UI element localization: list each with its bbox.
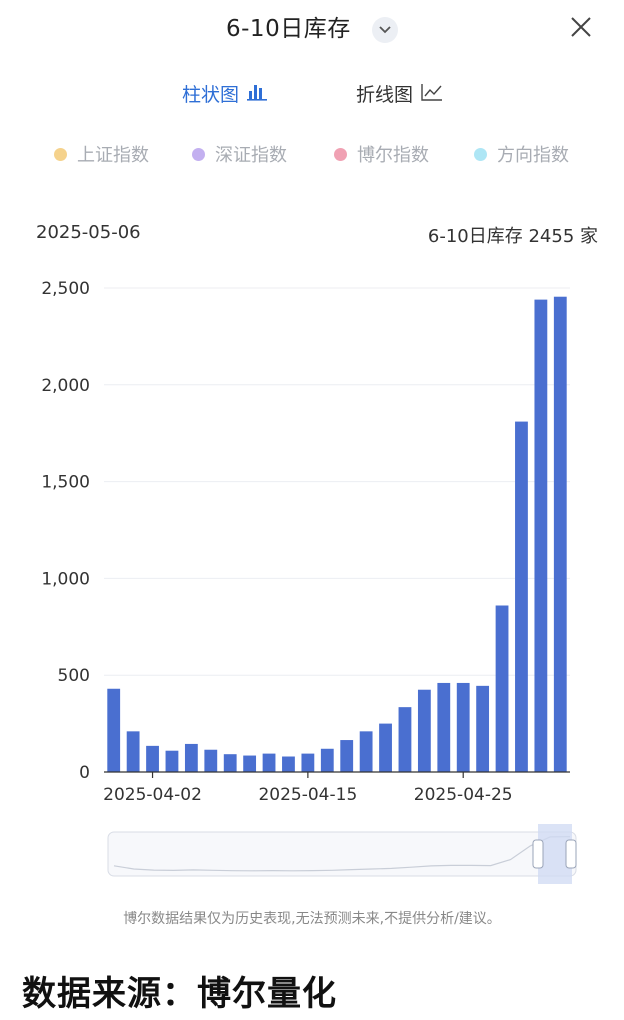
tab-line-chart[interactable]: 折线图 xyxy=(356,80,443,110)
y-tick-label: 2,000 xyxy=(41,376,90,396)
bar xyxy=(359,731,373,772)
bar xyxy=(476,685,490,772)
legend-item[interactable]: 方向指数 xyxy=(474,140,569,168)
bar-chart: 0 500 1,000 1,500 2,000 2,500 2025-04-02 2025-0… xyxy=(41,279,577,884)
legend-dot xyxy=(334,147,347,161)
bar-chart-icon xyxy=(247,80,268,110)
legend-dot xyxy=(192,147,205,161)
bar xyxy=(320,748,334,772)
legend-label: 深证指数 xyxy=(215,145,287,166)
bar xyxy=(184,743,198,772)
legend-dot xyxy=(54,147,67,161)
bar xyxy=(456,682,470,772)
bar xyxy=(204,749,218,772)
bar xyxy=(417,689,431,772)
bar xyxy=(515,421,528,772)
bar xyxy=(243,755,257,772)
bar xyxy=(534,299,548,772)
x-tick-label: 2025-04-15 xyxy=(258,785,357,805)
legend-dot xyxy=(474,147,487,161)
zoom-handle-right[interactable] xyxy=(565,839,577,869)
bar xyxy=(146,745,159,772)
x-tick-label: 2025-04-02 xyxy=(103,785,202,805)
page-title: 6-10日库存 xyxy=(226,16,351,42)
legend-item[interactable]: 深证指数 xyxy=(192,140,287,168)
chart-panel: 6-10日库存 柱状图 折线图 上证指数 xyxy=(0,12,624,927)
tab-bar-chart[interactable]: 柱状图 xyxy=(182,80,268,110)
chevron-down-icon[interactable] xyxy=(372,17,398,43)
bar xyxy=(553,296,567,772)
bar xyxy=(379,723,392,772)
bar xyxy=(107,688,121,772)
bar xyxy=(282,756,295,772)
data-source: 数据来源：博尔量化 xyxy=(22,974,337,1014)
bar xyxy=(165,750,179,772)
close-icon[interactable] xyxy=(566,12,596,42)
y-tick-label: 0 xyxy=(79,763,90,783)
legend-label: 方向指数 xyxy=(497,145,569,166)
legend-label: 上证指数 xyxy=(77,145,149,166)
bar xyxy=(126,731,140,772)
x-tick-label: 2025-04-25 xyxy=(414,785,513,805)
bar xyxy=(223,754,237,772)
bar xyxy=(437,682,451,772)
bar xyxy=(398,707,412,772)
bar xyxy=(340,740,354,772)
line-chart-icon xyxy=(421,80,443,110)
y-tick-label: 1,500 xyxy=(41,473,90,493)
y-tick-label: 1,000 xyxy=(41,569,90,589)
disclaimer: 博尔数据结果仅为历史表现,无法预测未来,不提供分析/建议。 xyxy=(123,911,501,927)
legend: 上证指数 深证指数 博尔指数 方向指数 xyxy=(0,140,624,168)
tooltip-date: 2025-05-06 xyxy=(36,222,141,243)
tab-label: 折线图 xyxy=(356,84,414,106)
tab-label: 柱状图 xyxy=(182,84,240,106)
zoom-slider-sparkline xyxy=(113,836,571,872)
zoom-handle-left[interactable] xyxy=(532,839,544,869)
legend-label: 博尔指数 xyxy=(357,145,429,166)
tooltip-value: 6-10日库存 2455 家 xyxy=(427,226,598,247)
y-tick-label: 500 xyxy=(58,666,90,686)
bar xyxy=(495,605,509,772)
legend-item[interactable]: 上证指数 xyxy=(54,140,149,168)
y-tick-label: 2,500 xyxy=(41,279,90,299)
legend-item[interactable]: 博尔指数 xyxy=(334,140,429,168)
bar xyxy=(262,753,276,772)
bar xyxy=(301,753,315,772)
